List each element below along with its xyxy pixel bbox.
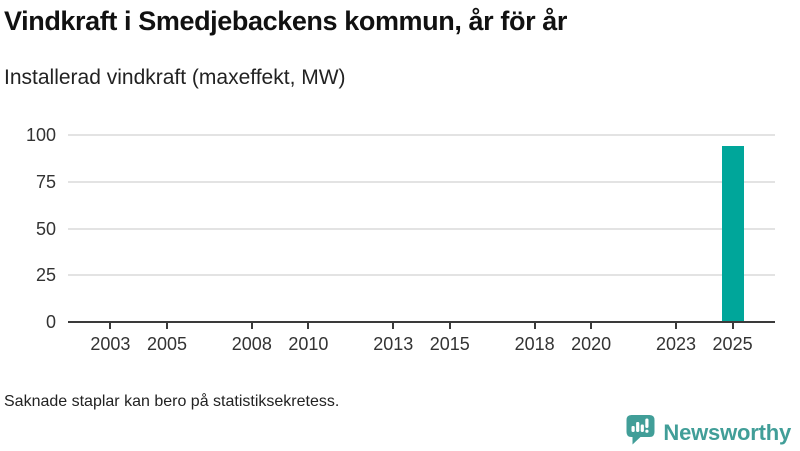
chart-subtitle: Installerad vindkraft (maxeffekt, MW) (4, 66, 346, 89)
x-tick-label-2018: 2018 (514, 334, 555, 354)
x-tick-2023 (675, 323, 678, 329)
x-tick-2020 (590, 323, 593, 329)
x-tick-2008 (250, 323, 253, 329)
x-tick-label-2008: 2008 (231, 334, 272, 354)
gridline-75 (68, 180, 775, 183)
newsworthy-icon (625, 414, 656, 451)
y-tick-label-100: 100 (25, 125, 56, 145)
y-tick-label-75: 75 (35, 171, 56, 192)
y-tick-label-25: 25 (35, 265, 56, 286)
x-tick-2003 (109, 323, 112, 329)
bar-2025 (721, 146, 744, 322)
x-tick-2018 (533, 323, 536, 329)
x-tick-2010 (307, 323, 310, 329)
footer-note: Saknade staplar kan bero på statistiksek… (4, 393, 340, 410)
x-tick-2025 (731, 323, 734, 329)
x-tick-label-2025: 2025 (712, 334, 753, 354)
x-tick-label-2015: 2015 (429, 334, 470, 354)
x-tick-2005 (165, 323, 168, 329)
x-tick-2015 (448, 323, 451, 329)
newsworthy-logo[interactable]: Newsworthy (625, 414, 791, 451)
x-tick-label-2010: 2010 (288, 334, 329, 354)
gridline-50 (68, 227, 775, 230)
x-axis-line (68, 321, 775, 323)
newsworthy-wordmark: Newsworthy (663, 419, 791, 445)
x-tick-label-2013: 2013 (373, 334, 414, 354)
x-tick-label-2020: 2020 (571, 334, 612, 354)
y-tick-label-50: 50 (35, 218, 56, 239)
x-tick-label-2005: 2005 (146, 334, 187, 354)
x-tick-label-2003: 2003 (90, 334, 131, 354)
x-tick-label-2023: 2023 (655, 334, 697, 354)
gridline-25 (68, 274, 775, 277)
x-tick-2013 (392, 323, 395, 329)
y-tick-label-0: 0 (45, 312, 56, 332)
gridline-100 (68, 134, 775, 136)
page-title: Vindkraft i Smedjebackens kommun, år för… (4, 6, 567, 36)
